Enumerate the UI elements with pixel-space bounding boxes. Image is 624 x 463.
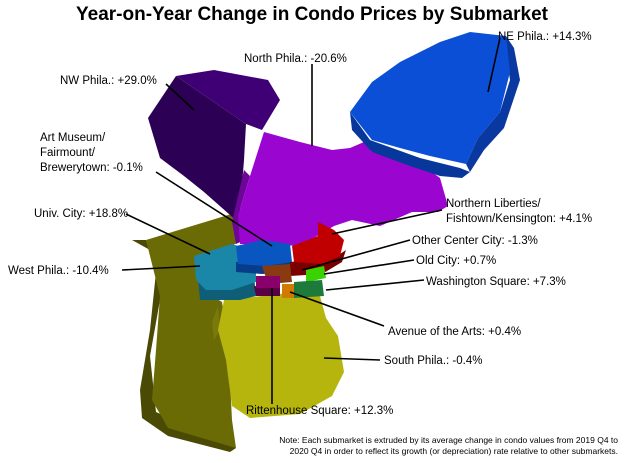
label-west-phila: West Phila.: -10.4% xyxy=(8,265,109,277)
region-ne-phila-side xyxy=(350,112,470,178)
label-ne-phila: NE Phila.: +14.3% xyxy=(498,31,592,43)
region-west-phila-side xyxy=(132,240,236,452)
footnote-line-1: Note: Each submarket is extruded by its … xyxy=(279,435,618,445)
region-ne-phila xyxy=(350,32,510,164)
label-art-museum-line2: Fairmount/ xyxy=(40,147,96,159)
label-north-phila: North Phila.: -20.6% xyxy=(244,53,347,65)
leader-south-phila xyxy=(323,357,381,361)
leader-old-city xyxy=(323,259,415,275)
leader-lines xyxy=(121,37,501,404)
region-south-phila xyxy=(218,292,344,418)
leader-ne xyxy=(487,37,501,93)
label-old-city: Old City: +0.7% xyxy=(416,255,496,267)
label-rittenhouse-square: Rittenhouse Square: +12.3% xyxy=(246,405,393,417)
leader-west-phila xyxy=(121,265,201,271)
region-ne-phila-right xyxy=(466,36,520,172)
leader-univ-city xyxy=(125,213,211,255)
region-avenue-of-the-arts xyxy=(282,284,294,298)
label-art-museum-line3: Brewerytown: -0.1% xyxy=(40,162,143,174)
footnote: Note: Each submarket is extruded by its … xyxy=(208,435,618,457)
label-south-phila: South Phila.: -0.4% xyxy=(384,355,482,367)
leader-avenue-of-the-arts xyxy=(289,291,385,327)
leader-washington-square xyxy=(325,279,425,291)
region-rittenhouse-side xyxy=(254,286,280,296)
region-washington-square xyxy=(294,280,324,298)
leader-northern-liberties xyxy=(331,209,443,235)
region-art-museum xyxy=(236,240,292,266)
label-art-museum-line1: Art Museum/ xyxy=(40,132,106,144)
region-west-phila xyxy=(146,212,246,448)
label-northern-liberties-line1: Northern Liberties/ xyxy=(446,198,541,210)
label-northern-liberties-line2: Fishtown/Kensington: +4.1% xyxy=(446,213,592,225)
page-title: Year-on-Year Change in Condo Prices by S… xyxy=(76,4,548,25)
label-washington-square: Washington Square: +7.3% xyxy=(426,276,566,288)
region-nw-phila-side xyxy=(148,76,246,222)
label-other-center-city: Other Center City: -1.3% xyxy=(412,235,538,247)
region-northern-liberties xyxy=(292,222,344,264)
label-avenue-of-the-arts: Avenue of the Arts: +0.4% xyxy=(388,326,521,338)
region-rittenhouse-square xyxy=(256,276,280,288)
leader-other-center-city xyxy=(301,239,411,271)
region-north-phila-side xyxy=(232,170,250,244)
leader-art-museum xyxy=(155,171,273,247)
region-south-phila-side xyxy=(212,306,220,340)
region-nw-phila xyxy=(176,70,280,130)
footnote-line-2: 2020 Q4 in order to reflect its growth (… xyxy=(289,446,618,456)
region-old-city xyxy=(306,266,326,282)
leader-nw xyxy=(165,83,195,111)
label-univ-city: Univ. City: +18.8% xyxy=(34,208,128,220)
label-nw-phila: NW Phila.: +29.0% xyxy=(60,75,157,87)
